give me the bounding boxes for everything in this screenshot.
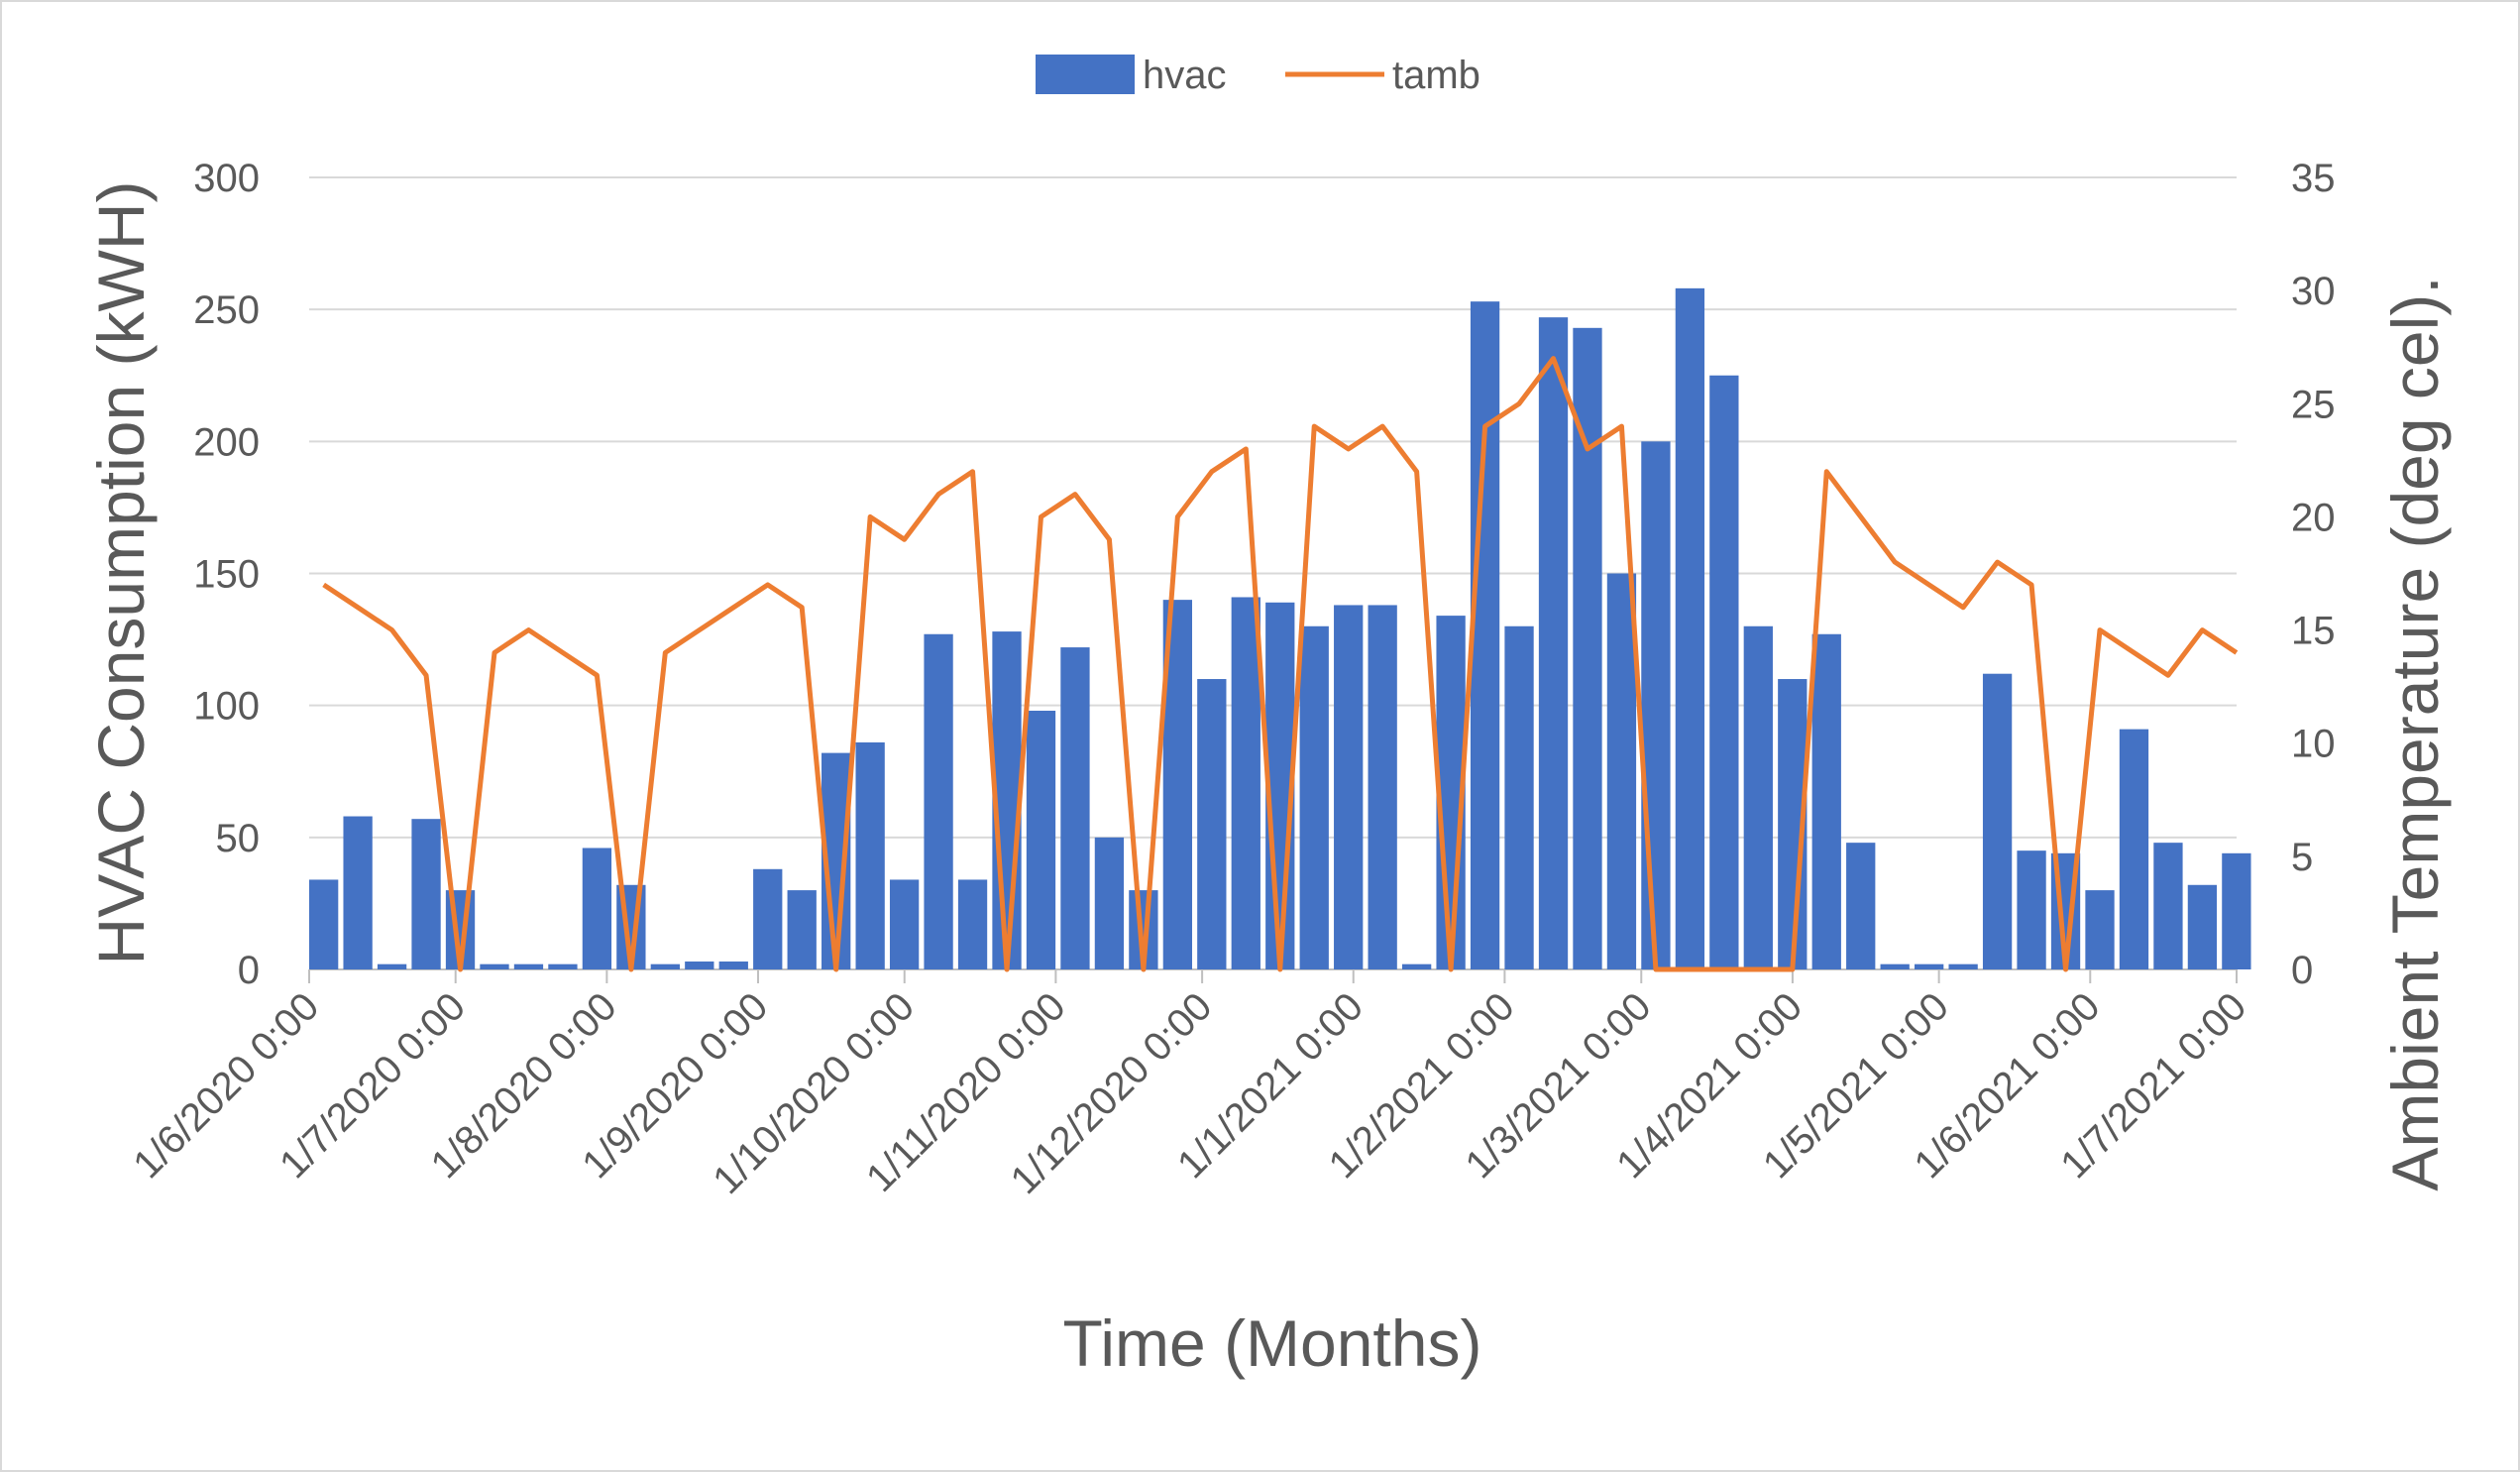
- bar: [1641, 441, 1671, 969]
- y-axis-title: HVAC Consumption (kWH): [84, 181, 158, 965]
- y-tick-label: 150: [193, 553, 260, 597]
- y2-tick-label: 10: [2291, 723, 2336, 766]
- bar: [2119, 729, 2149, 969]
- bar: [1982, 673, 2013, 969]
- bar: [343, 816, 373, 969]
- bar: [1573, 327, 1602, 969]
- y2-tick-label: 35: [2291, 157, 2336, 200]
- y-tick-label: 200: [193, 420, 260, 464]
- bar: [1846, 843, 1876, 969]
- y-tick-label: 250: [193, 288, 260, 332]
- bar: [1606, 573, 1637, 969]
- bar: [1675, 287, 1705, 969]
- bar: [957, 879, 988, 969]
- bar: [1948, 963, 1978, 969]
- bar: [1368, 605, 1397, 969]
- line: [322, 356, 2239, 972]
- bar: [1504, 625, 1534, 969]
- bar: [2187, 884, 2218, 969]
- x-axis-title: Time (Months): [1063, 1306, 1482, 1380]
- bar: [718, 962, 748, 969]
- bar: [855, 741, 885, 969]
- y2-tick-label: 25: [2291, 383, 2336, 426]
- bar: [582, 848, 612, 969]
- legend-swatch: [1036, 55, 1135, 94]
- bar: [2017, 850, 2046, 969]
- bar: [1811, 633, 1841, 969]
- bar: [548, 963, 578, 969]
- bar: [1709, 375, 1739, 969]
- bar: [2222, 852, 2251, 969]
- bar: [1060, 647, 1090, 969]
- y2-tick-label: 15: [2291, 610, 2336, 653]
- bar: [924, 633, 953, 969]
- bar: [1401, 963, 1432, 969]
- bar: [2153, 843, 2183, 969]
- bar: [1915, 963, 1944, 969]
- y-tick-label: 50: [216, 817, 261, 860]
- bar: [650, 963, 680, 969]
- y-tick-label: 300: [193, 157, 260, 200]
- bar: [1299, 625, 1329, 969]
- bar: [787, 890, 817, 969]
- y-tick-label: 100: [193, 685, 260, 729]
- bar: [513, 963, 544, 969]
- bar: [1880, 963, 1910, 969]
- bar: [2085, 890, 2115, 969]
- bar: [889, 879, 920, 969]
- bar: [1743, 625, 1773, 969]
- y2-axis-title: Ambient Temperature (deg cel).: [2378, 276, 2452, 1190]
- bar: [309, 879, 339, 969]
- bar: [1538, 317, 1569, 969]
- bar: [1197, 679, 1227, 969]
- y2-tick-label: 0: [2291, 949, 2313, 992]
- legend-label: hvac: [1143, 54, 1227, 97]
- bar: [685, 962, 714, 969]
- bar: [377, 963, 407, 969]
- y2-tick-label: 20: [2291, 496, 2336, 539]
- bar: [480, 963, 509, 969]
- bar: [411, 819, 441, 969]
- bar: [753, 868, 783, 969]
- legend-label: tamb: [1392, 54, 1480, 97]
- y-tick-label: 0: [238, 949, 260, 992]
- bar: [1334, 605, 1364, 969]
- y2-tick-label: 30: [2291, 270, 2336, 313]
- bar: [1470, 301, 1500, 970]
- bar: [1094, 837, 1125, 969]
- y2-tick-label: 5: [2291, 836, 2313, 879]
- bar: [1026, 710, 1056, 969]
- bar: [1231, 597, 1260, 969]
